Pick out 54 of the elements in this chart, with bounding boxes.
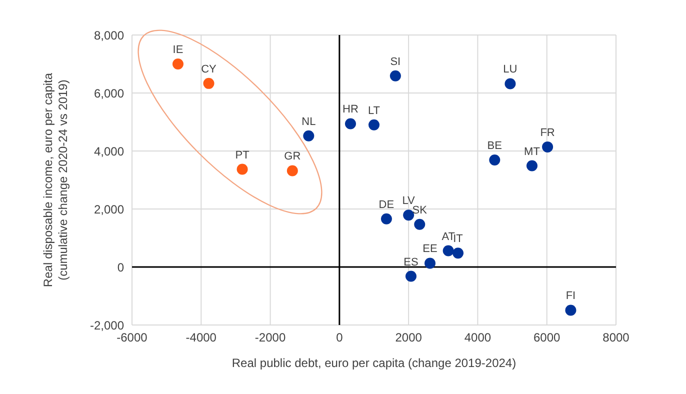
x-tick-label: -4000	[186, 330, 217, 345]
annotation: PT	[235, 149, 250, 162]
point	[489, 154, 500, 166]
annotation: LU	[503, 64, 518, 76]
annotation: MT	[524, 146, 540, 158]
point	[452, 248, 464, 259]
x-tick-label: -2000	[254, 330, 286, 345]
x-tick-label: 0	[336, 330, 344, 345]
y-tick-label: -2,000	[90, 318, 124, 332]
point	[424, 258, 436, 269]
point	[286, 165, 298, 176]
point	[380, 213, 392, 224]
x-tick-label: 4000	[464, 330, 492, 345]
point	[344, 118, 356, 130]
y-tick-label: 4,000	[94, 144, 124, 158]
point	[203, 78, 214, 89]
point	[542, 141, 554, 152]
point	[236, 164, 248, 175]
annotation: FR	[540, 126, 555, 139]
y-tick-label: 8,000	[94, 28, 124, 42]
annotation: GR	[284, 150, 301, 163]
point	[390, 70, 401, 82]
annotation: FI	[566, 290, 576, 302]
x-tick-label: 6000	[534, 330, 561, 345]
point	[442, 245, 454, 256]
x-tick-label: 8000	[602, 330, 630, 345]
annotation: IT	[453, 233, 464, 246]
point	[172, 58, 184, 70]
y-tick-label: 0	[117, 260, 124, 274]
point	[405, 270, 416, 282]
annotation: ES	[404, 256, 418, 268]
annotation: HR	[342, 104, 358, 116]
annotation: EE	[422, 243, 438, 256]
x-tick-label: 2000	[395, 330, 422, 345]
annotation: AT	[442, 230, 456, 243]
y-axis-title: Real disposable income, euro per capita (cumulative change 2020-24 vs 2019)	[41, 72, 70, 288]
y-tick-label: 6,000	[94, 86, 124, 100]
annotation: DE	[378, 198, 394, 211]
annotation: NL	[302, 116, 316, 128]
point	[565, 304, 576, 316]
point	[414, 218, 426, 230]
point	[504, 78, 516, 90]
point	[403, 210, 414, 221]
y-tick-label: 2,000	[94, 202, 124, 216]
point	[368, 119, 380, 130]
annotation: BE	[487, 140, 502, 152]
annotation: IE	[172, 44, 184, 56]
x-tick-label: -6000	[116, 330, 148, 345]
annotation: LT	[368, 104, 380, 117]
point	[303, 130, 314, 142]
annotation: CY	[201, 63, 218, 76]
point	[526, 160, 538, 172]
annotation: SI	[390, 56, 401, 68]
x-axis-title: Real public debt, euro per capita (change 2019-2024)	[232, 356, 516, 370]
